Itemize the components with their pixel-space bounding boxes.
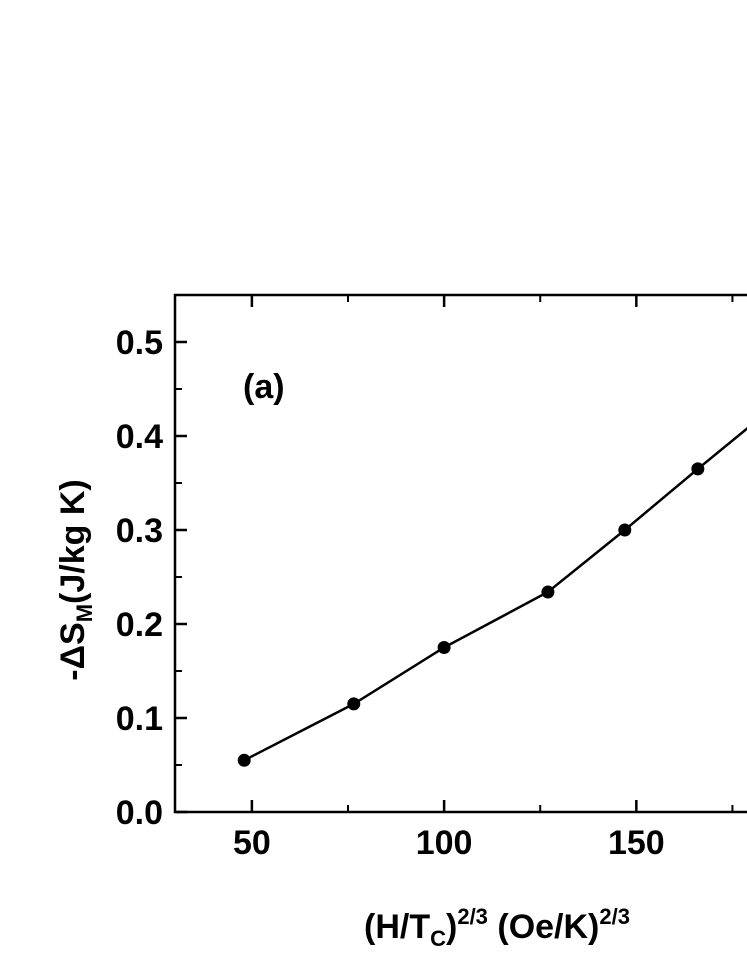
x-tick-label: 50 xyxy=(233,824,271,862)
series-line xyxy=(243,426,747,762)
x-axis-title-unit: (Oe/K) xyxy=(488,908,599,946)
data-point xyxy=(347,697,361,711)
y-tick-label: 0.1 xyxy=(116,700,163,738)
x-axis-title: (H/TC)2/3 (Oe/K)2/3 xyxy=(364,904,630,951)
data-point xyxy=(691,462,705,476)
y-tick-label: 0.3 xyxy=(116,512,163,550)
data-point xyxy=(541,585,555,599)
x-axis-title-main: (H/T xyxy=(364,908,430,946)
y-tick-label: 0.4 xyxy=(116,418,163,456)
data-point xyxy=(237,753,251,767)
x-axis-title-sup1: 2/3 xyxy=(457,904,488,929)
x-tick-label: 100 xyxy=(416,824,473,862)
y-tick-label: 0.5 xyxy=(116,324,163,362)
data-point xyxy=(437,641,451,654)
plot-area: 0.00.10.20.30.40.5 50100150200 xyxy=(116,293,747,862)
x-tick-label: 150 xyxy=(608,824,665,862)
x-axis: 50100150200 xyxy=(233,295,734,862)
panel-label: (a) xyxy=(243,368,285,406)
x-axis-title-close: ) xyxy=(446,908,457,946)
data-point xyxy=(618,523,632,537)
x-axis-title-sup2: 2/3 xyxy=(599,904,630,929)
x-axis-title-sub: C xyxy=(430,926,446,951)
y-tick-label: 0.2 xyxy=(116,606,163,644)
data-series xyxy=(237,426,747,767)
y-axis: 0.0 0.1 0.2 0.3 0.4 0.5 xyxy=(116,324,187,832)
y-axis-title-sub: M xyxy=(72,604,97,622)
y-axis-title: -ΔSM(J/kg K) xyxy=(54,479,97,680)
y-tick-label: 0.0 xyxy=(116,794,163,832)
y-axis-title-post: (J/kg K) xyxy=(54,479,92,604)
plot-frame xyxy=(173,293,747,814)
y-axis-title-pre: -ΔS xyxy=(54,622,92,680)
